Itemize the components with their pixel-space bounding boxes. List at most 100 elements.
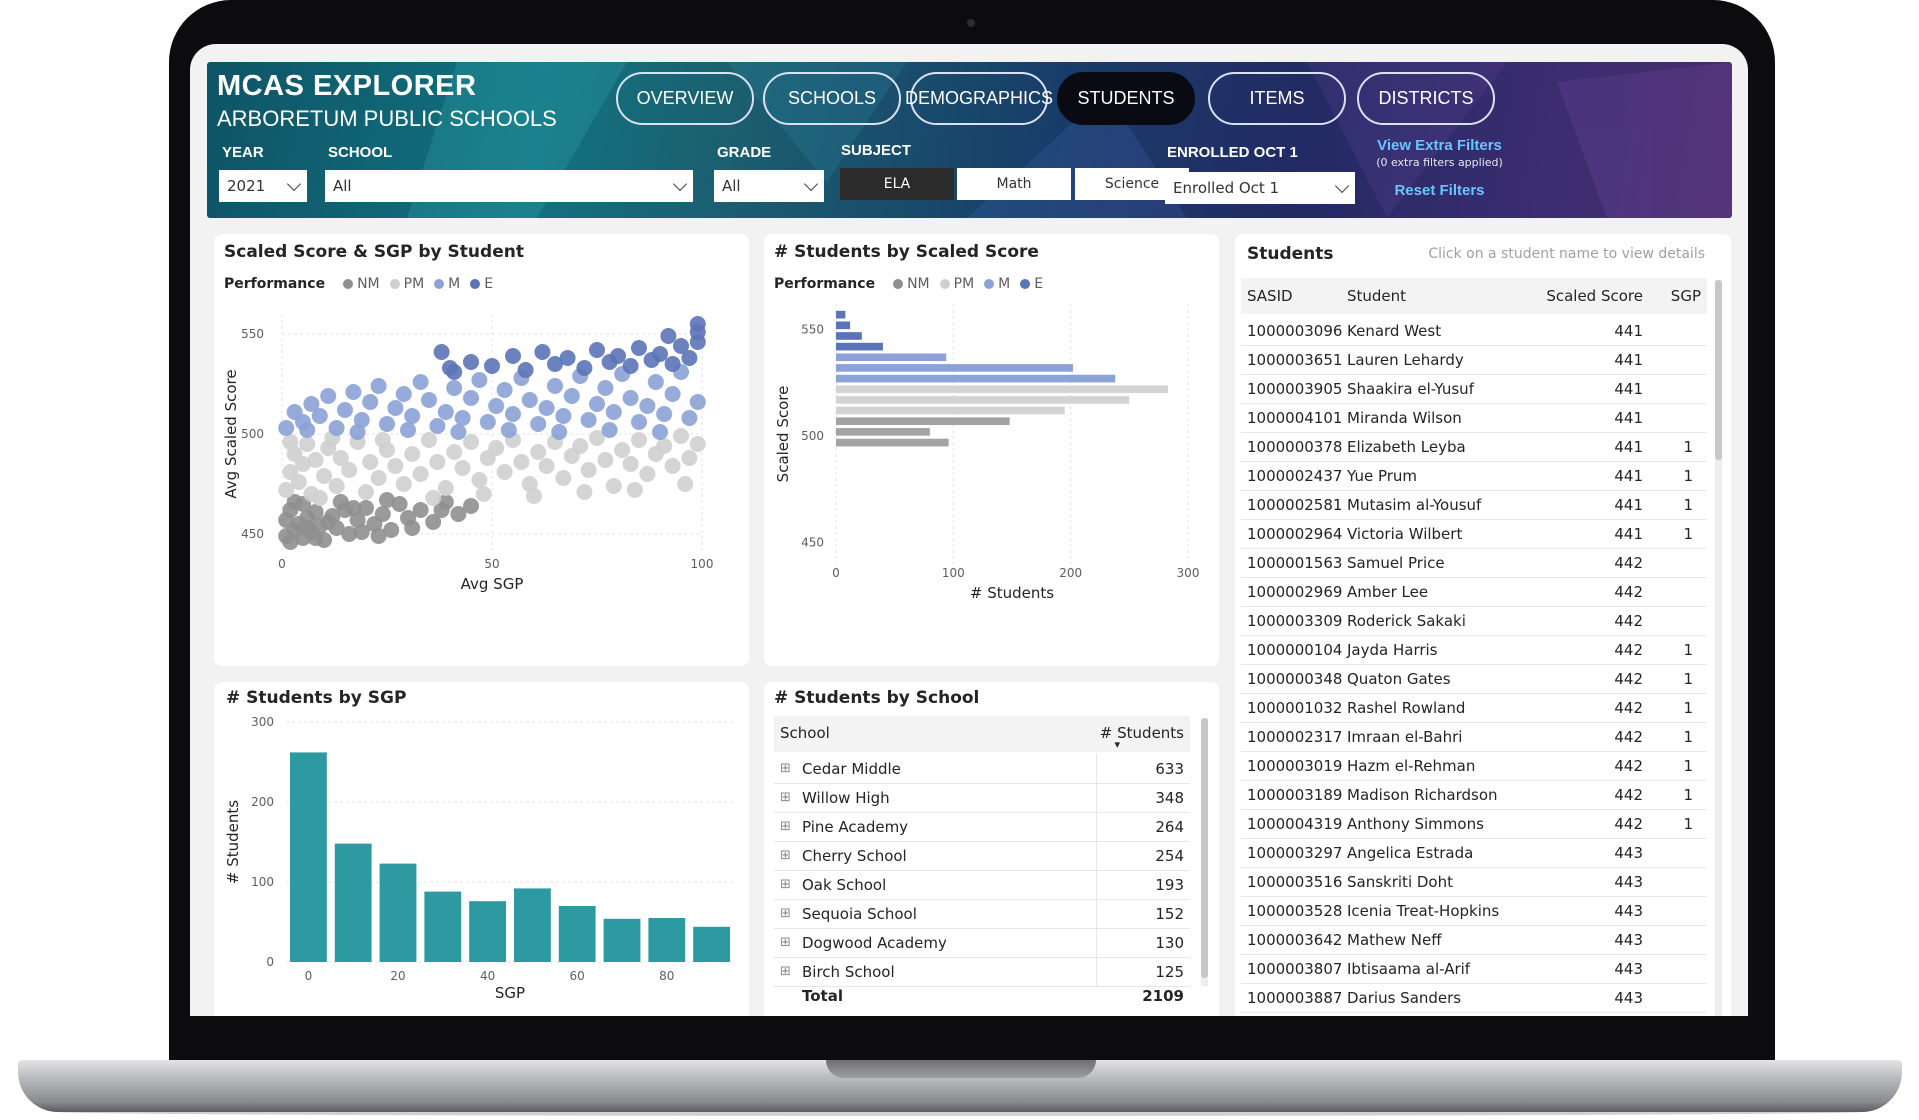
tab-items[interactable]: ITEMS xyxy=(1208,72,1346,125)
student-name-link[interactable]: Madison Richardson xyxy=(1347,785,1498,804)
student-name-link[interactable]: Rashel Rowland xyxy=(1347,698,1466,717)
x-tick-label: 0 xyxy=(278,557,286,571)
col-students[interactable]: # Students xyxy=(1099,724,1184,742)
enrolled-dropdown[interactable]: Enrolled Oct 1 xyxy=(1165,172,1355,204)
expand-icon[interactable]: ⊞ xyxy=(780,848,791,863)
col-student[interactable]: Student xyxy=(1347,287,1407,305)
table-row[interactable]: 1000003642 Mathew Neff 443 xyxy=(1241,925,1707,955)
legend-title: Performance xyxy=(774,276,876,292)
student-name-link[interactable]: Sanskriti Doht xyxy=(1347,872,1453,891)
expand-icon[interactable]: ⊞ xyxy=(780,790,791,805)
table-row[interactable]: ⊞ Birch School 125 xyxy=(774,957,1190,987)
table-row[interactable]: 1000004101 Miranda Wilson 441 xyxy=(1241,403,1707,433)
student-count: 254 xyxy=(1155,846,1184,865)
table-row[interactable]: ⊞ Cedar Middle 633 xyxy=(774,754,1190,784)
reset-filters-link[interactable]: Reset Filters xyxy=(1394,182,1485,199)
scatter-point-pm xyxy=(341,462,358,478)
sgp-chart[interactable]: 0 100 200 300 0 20 40 60 80 SGP # Students xyxy=(214,712,749,1016)
student-name-link[interactable]: Victoria Wilbert xyxy=(1347,524,1463,543)
school-name: Oak School xyxy=(802,875,887,894)
student-name-link[interactable]: Quaton Gates xyxy=(1347,669,1451,688)
tab-overview[interactable]: OVERVIEW xyxy=(616,72,754,125)
scatter-point-pm xyxy=(496,464,513,480)
table-row[interactable]: 1000001032 Rashel Rowland 442 1 xyxy=(1241,693,1707,723)
table-row[interactable]: 1000003807 Ibtisaama al-Arif 443 xyxy=(1241,954,1707,984)
students-scrollbar-thumb[interactable] xyxy=(1715,280,1722,460)
expand-icon[interactable]: ⊞ xyxy=(780,906,791,921)
student-name-link[interactable]: Jayda Harris xyxy=(1347,640,1438,659)
table-row[interactable]: ⊞ Dogwood Academy 130 xyxy=(774,928,1190,958)
grade-dropdown[interactable]: All xyxy=(714,170,824,202)
tab-students[interactable]: STUDENTS xyxy=(1057,72,1195,125)
table-row[interactable]: ⊞ Willow High 348 xyxy=(774,783,1190,813)
student-name-link[interactable]: Mutasim al-Yousuf xyxy=(1347,495,1482,514)
table-row[interactable]: 1000003309 Roderick Sakaki 442 xyxy=(1241,606,1707,636)
tab-districts[interactable]: DISTRICTS xyxy=(1357,72,1495,125)
table-row[interactable]: 1000002437 Yue Prum 441 1 xyxy=(1241,461,1707,491)
col-school[interactable]: School xyxy=(780,724,830,742)
view-extra-filters-link[interactable]: View Extra Filters xyxy=(1377,137,1502,154)
school-scrollbar-thumb[interactable] xyxy=(1201,718,1208,978)
table-row[interactable]: 1000003905 Shaakira el-Yusuf 441 xyxy=(1241,374,1707,404)
student-name-link[interactable]: Roderick Sakaki xyxy=(1347,611,1466,630)
table-row[interactable]: ⊞ Oak School 193 xyxy=(774,870,1190,900)
table-row[interactable]: 1000002964 Victoria Wilbert 441 1 xyxy=(1241,519,1707,549)
table-row[interactable]: 1000001563 Samuel Price 442 xyxy=(1241,548,1707,578)
student-name-link[interactable]: Imraan el-Bahri xyxy=(1347,727,1463,746)
table-row[interactable]: ⊞ Pine Academy 264 xyxy=(774,812,1190,842)
student-name-link[interactable]: Elizabeth Leyba xyxy=(1347,437,1466,456)
table-row[interactable]: 1000003297 Angelica Estrada 443 xyxy=(1241,838,1707,868)
student-name-link[interactable]: Ibtisaama al-Arif xyxy=(1347,959,1471,978)
student-name-link[interactable]: Shaakira el-Yusuf xyxy=(1347,379,1474,398)
expand-icon[interactable]: ⊞ xyxy=(780,935,791,950)
scatter-point-m xyxy=(647,374,664,390)
table-row[interactable]: 1000003189 Madison Richardson 442 1 xyxy=(1241,780,1707,810)
student-name-link[interactable]: Mathew Neff xyxy=(1347,930,1442,949)
scatter-point-pm xyxy=(488,440,505,456)
table-row[interactable]: 1000000104 Jayda Harris 442 1 xyxy=(1241,635,1707,665)
subject-ela-button[interactable]: ELA xyxy=(840,168,954,200)
student-name-link[interactable]: Amber Lee xyxy=(1347,582,1429,601)
expand-icon[interactable]: ⊞ xyxy=(780,964,791,979)
table-row[interactable]: 1000000378 Elizabeth Leyba 441 1 xyxy=(1241,432,1707,462)
year-dropdown[interactable]: 2021 xyxy=(219,170,307,202)
student-name-link[interactable]: Darius Sanders xyxy=(1347,988,1462,1007)
scatter-point-m xyxy=(601,422,618,438)
student-name-link[interactable]: Lauren Lehardy xyxy=(1347,350,1464,369)
student-name-link[interactable]: Icenia Treat-Hopkins xyxy=(1347,901,1500,920)
student-name-link[interactable]: Angelica Estrada xyxy=(1347,843,1474,862)
school-dropdown[interactable]: All xyxy=(325,170,693,202)
table-row[interactable]: 1000000348 Quaton Gates 442 1 xyxy=(1241,664,1707,694)
col-scaled-score[interactable]: Scaled Score xyxy=(1546,287,1643,305)
table-row[interactable]: 1000003528 Icenia Treat-Hopkins 443 xyxy=(1241,896,1707,926)
student-name-link[interactable]: Samuel Price xyxy=(1347,553,1445,572)
student-name-link[interactable]: Hazm el-Rehman xyxy=(1347,756,1476,775)
table-row[interactable]: 1000003651 Lauren Lehardy 441 xyxy=(1241,345,1707,375)
student-name-link[interactable]: Anthony Simmons xyxy=(1347,814,1484,833)
col-sasid[interactable]: SASID xyxy=(1247,287,1293,305)
scaled-score-chart[interactable]: 0 100 200 300 450 500 550 # Students Scaled Scor… xyxy=(764,304,1219,666)
table-row[interactable]: 1000002581 Mutasim al-Yousuf 441 1 xyxy=(1241,490,1707,520)
col-sgp[interactable]: SGP xyxy=(1670,287,1701,305)
table-row[interactable]: 1000002317 Imraan el-Bahri 442 1 xyxy=(1241,722,1707,752)
table-row[interactable]: 1000003516 Sanskriti Doht 443 xyxy=(1241,867,1707,897)
subject-math-button[interactable]: Math xyxy=(957,168,1071,200)
expand-icon[interactable]: ⊞ xyxy=(780,761,791,776)
table-row[interactable]: 1000002969 Amber Lee 442 xyxy=(1241,577,1707,607)
tab-demographics[interactable]: DEMOGRAPHICS xyxy=(905,72,1053,125)
table-row[interactable]: 1000003887 Darius Sanders 443 xyxy=(1241,983,1707,1013)
tab-schools[interactable]: SCHOOLS xyxy=(763,72,901,125)
table-row[interactable]: 1000003096 Kenard West 441 xyxy=(1241,316,1707,346)
table-row[interactable]: 1000004319 Anthony Simmons 442 1 xyxy=(1241,809,1707,839)
student-name-link[interactable]: Kenard West xyxy=(1347,321,1442,340)
expand-icon[interactable]: ⊞ xyxy=(780,819,791,834)
table-row[interactable]: ⊞ Cherry School 254 xyxy=(774,841,1190,871)
x-tick-label: 40 xyxy=(480,969,495,983)
scatter-chart[interactable]: 450 500 550 0 50 100 Avg SGP Avg Scaled Score xyxy=(214,304,749,666)
student-name-link[interactable]: Miranda Wilson xyxy=(1347,408,1462,427)
student-name-link[interactable]: Yue Prum xyxy=(1347,466,1418,485)
bar-sgp xyxy=(603,918,641,962)
table-row[interactable]: ⊞ Sequoia School 152 xyxy=(774,899,1190,929)
expand-icon[interactable]: ⊞ xyxy=(780,877,791,892)
table-row[interactable]: 1000003019 Hazm el-Rehman 442 1 xyxy=(1241,751,1707,781)
